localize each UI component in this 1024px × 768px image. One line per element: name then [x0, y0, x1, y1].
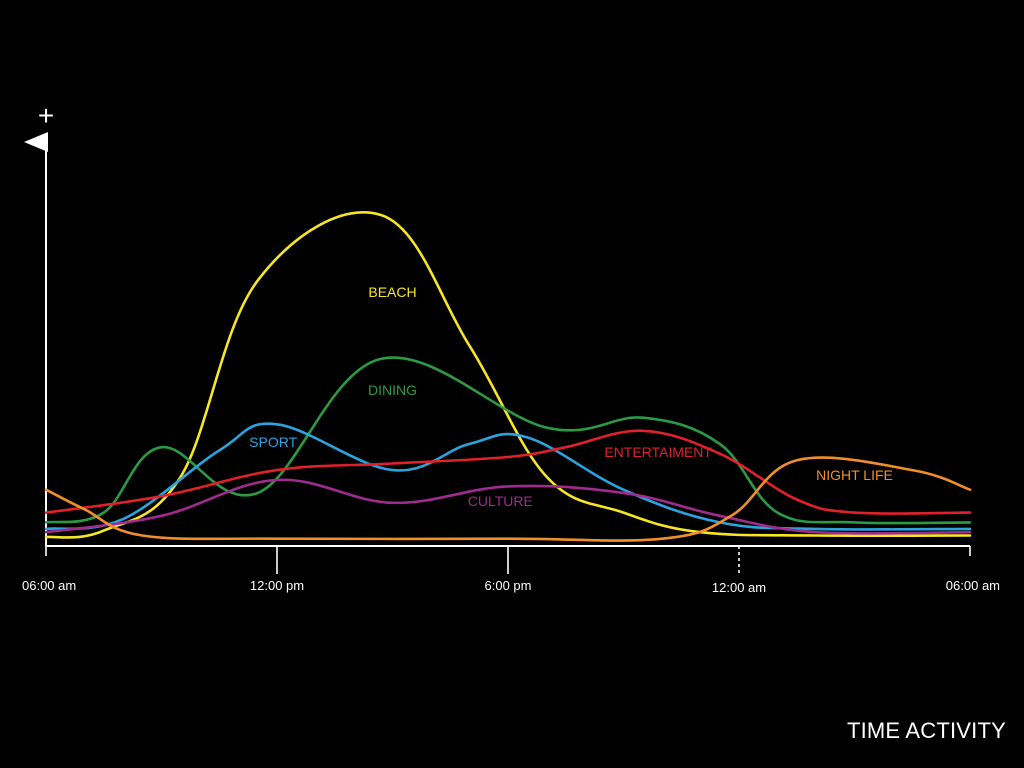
- chart-title: TIME ACTIVITY: [846, 718, 1006, 743]
- x-tick-label-1: 12:00 pm: [250, 578, 304, 593]
- series-label-beach: BEACH: [368, 284, 416, 300]
- series-line-beach: [44, 211, 972, 539]
- series-label-culture: CULTURE: [468, 493, 533, 509]
- axes: +06:00 am 12:00 pm 6:00 pm 12:00 am 06:00 am: [22, 100, 1000, 595]
- series-line-dining: [44, 356, 972, 525]
- series-line-entertaiment: [44, 429, 972, 515]
- series-label-night-life: NIGHT LIFE: [816, 467, 893, 483]
- x-tick-label-0: 06:00 am: [22, 578, 76, 593]
- series-line-night-life: [44, 456, 972, 542]
- series-line-sport: [44, 422, 972, 531]
- series-label-dining: DINING: [368, 382, 417, 398]
- series-label-sport: SPORT: [249, 434, 297, 450]
- series-label-entertaiment: ENTERTAIMENT: [604, 444, 712, 460]
- x-tick-label-3: 12:00 am: [712, 580, 766, 595]
- y-axis-label: +: [38, 100, 54, 131]
- x-tick-label-4: 06:00 am: [946, 578, 1000, 593]
- series-layer: [44, 211, 972, 542]
- series-labels: BEACH DINING SPORT ENTERTAIMENT CULTURE NIGHT…: [249, 284, 893, 509]
- x-tick-label-2: 6:00 pm: [485, 578, 532, 593]
- series-line-culture: [44, 478, 972, 535]
